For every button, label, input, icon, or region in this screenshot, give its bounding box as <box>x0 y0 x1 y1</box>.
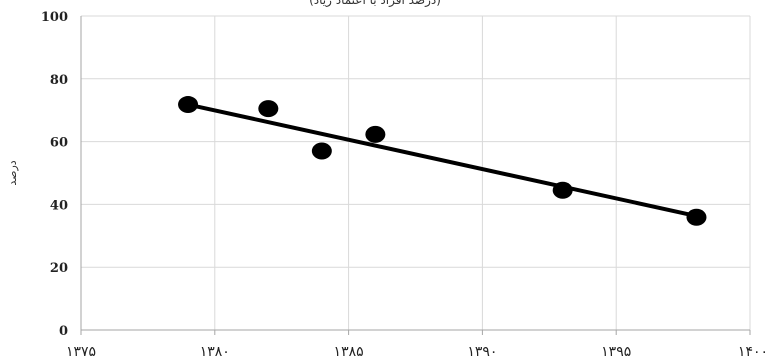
x-tick-labels: ۱۳۷۵ ۱۳۸۰ ۱۳۸۵ ۱۳۹۰ ۱۳۹۵ ۱۴۰۰ <box>66 344 768 359</box>
y-tick-label: 100 <box>41 10 68 25</box>
data-points <box>178 96 707 226</box>
trend-line <box>187 102 697 218</box>
x-tick-label: ۱۳۹۵ <box>601 344 631 359</box>
y-tick-label: 40 <box>50 198 68 213</box>
y-tick-label: 0 <box>59 324 68 339</box>
data-point <box>258 100 279 118</box>
x-tick-label: ۱۳۸۵ <box>334 344 364 359</box>
data-point <box>552 181 573 199</box>
grid-lines <box>81 15 751 330</box>
x-tick-label: ۱۳۸۰ <box>200 344 230 359</box>
y-tick-label: 60 <box>50 136 68 151</box>
y-tick-label: 80 <box>50 73 68 88</box>
axes <box>80 16 751 335</box>
y-tick-label: 20 <box>50 261 68 276</box>
chart-title: (درصد افراد با اعتماد زیاد) <box>309 0 441 8</box>
x-tick-label: ۱۳۹۰ <box>467 344 497 359</box>
x-tick-label: ۱۳۷۵ <box>66 344 96 359</box>
data-point <box>686 208 707 226</box>
x-tick-label: ۱۴۰۰ <box>738 344 768 359</box>
y-tick-labels: 0 20 40 60 80 100 <box>41 10 68 339</box>
data-point <box>178 96 199 114</box>
data-point <box>365 125 386 143</box>
data-point <box>311 142 332 160</box>
y-axis-label: درصد <box>6 160 19 185</box>
